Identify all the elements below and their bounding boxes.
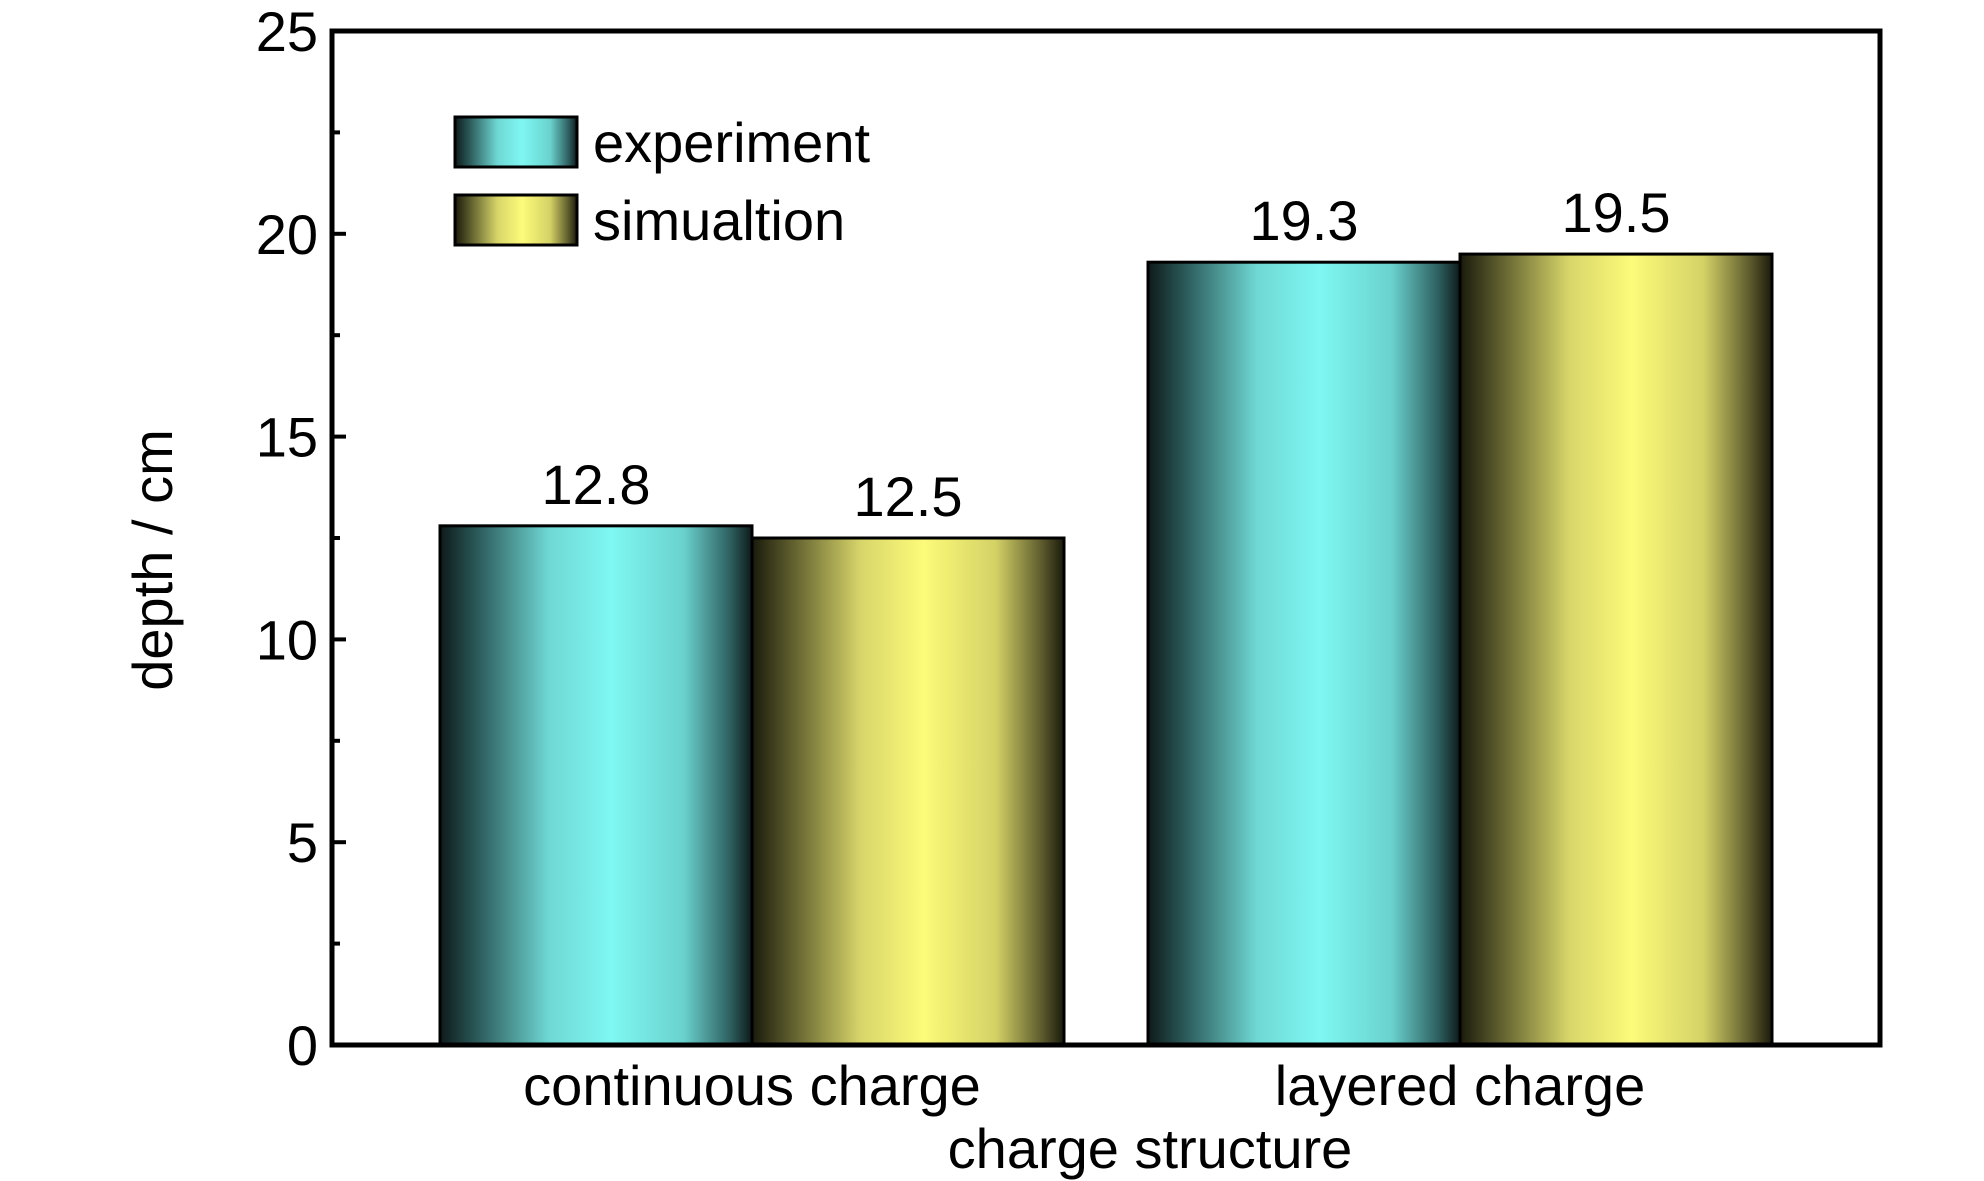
legend: experiment simualtion	[453, 111, 870, 252]
x-category-label: continuous charge	[523, 1054, 981, 1117]
legend-label: simualtion	[593, 189, 845, 252]
y-tick-label: 15	[256, 406, 318, 469]
data-label: 12.8	[542, 453, 651, 516]
y-tick-label: 5	[287, 811, 318, 874]
y-axis: 0 5 10 15 20 25	[256, 0, 346, 1077]
y-tick-label: 0	[287, 1014, 318, 1077]
y-tick-label: 10	[256, 608, 318, 671]
x-category-label: layered charge	[1275, 1054, 1645, 1117]
y-axis-title: depth / cm	[121, 429, 184, 690]
data-label: 12.5	[854, 465, 963, 528]
legend-swatch-simualtion	[453, 193, 579, 247]
bars-layer	[438, 252, 1774, 1047]
bar-simualtion-1	[1458, 252, 1774, 1047]
data-label: 19.5	[1562, 181, 1671, 244]
x-axis-title: charge structure	[948, 1117, 1353, 1180]
bar-experiment-0	[438, 524, 754, 1047]
legend-swatch-experiment	[453, 115, 579, 169]
bar-experiment-1	[1146, 260, 1462, 1047]
data-labels-layer: 12.8 12.5 19.3 19.5	[542, 181, 1671, 528]
y-tick-label: 25	[256, 0, 318, 63]
bar-simualtion-0	[750, 536, 1066, 1047]
data-label: 19.3	[1250, 189, 1359, 252]
y-tick-label: 20	[256, 203, 318, 266]
x-axis: continuous charge layered charge	[523, 1054, 1645, 1117]
legend-label: experiment	[593, 111, 870, 174]
